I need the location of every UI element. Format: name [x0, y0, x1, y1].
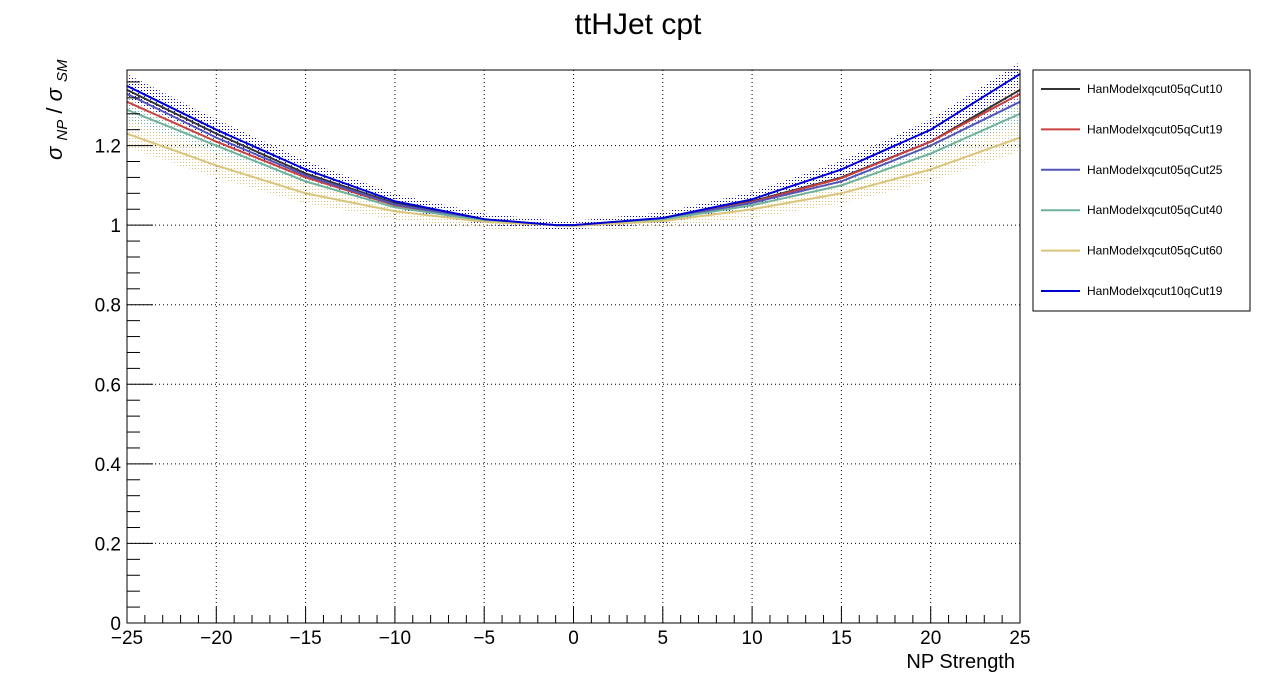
y-axis-slash: /: [42, 107, 67, 114]
axis-ticks: [126, 81, 1021, 624]
y-tick-label: 1: [110, 216, 121, 237]
y-axis-sub-2: SM: [54, 59, 71, 82]
x-tick-label: −15: [289, 628, 321, 649]
y-axis-title: σ NP / σ SM: [42, 59, 72, 160]
x-tick-label: 25: [1009, 628, 1030, 649]
series-line-HanModelxqcut05qCut19: [126, 92, 1021, 227]
legend-label: HanModelxqcut05qCut19: [1087, 122, 1223, 136]
y-axis-sym-2: σ: [42, 87, 67, 101]
x-tick-label: 15: [831, 628, 852, 649]
y-tick-labels: 0 0.2 0.4 0.6 0.8 1 1.2: [95, 137, 122, 635]
series-lines: [126, 73, 1021, 227]
legend-label: HanModelxqcut05qCut40: [1087, 203, 1223, 217]
grid: [127, 70, 1020, 623]
x-tick-label: 0: [568, 628, 579, 649]
legend-box: [1032, 69, 1251, 312]
y-tick-label: 0.6: [95, 375, 121, 396]
chart-title: ttHJet cpt: [575, 8, 702, 41]
y-axis-sym-1: σ: [42, 146, 67, 160]
x-axis-title: NP Strength: [906, 651, 1015, 673]
legend-label: HanModelxqcut05qCut10: [1087, 82, 1223, 96]
x-tick-label: −10: [379, 628, 411, 649]
legend-label: HanModelxqcut05qCut60: [1087, 244, 1223, 258]
legend-label: HanModelxqcut10qCut19: [1087, 284, 1223, 298]
legend-label: HanModelxqcut05qCut25: [1087, 163, 1223, 177]
x-tick-label: −5: [473, 628, 495, 649]
y-tick-label: 1.2: [95, 137, 121, 158]
x-tick-label: −20: [200, 628, 232, 649]
x-tick-label: 20: [920, 628, 941, 649]
x-tick-label: 10: [742, 628, 763, 649]
y-tick-label: 0.8: [95, 296, 121, 317]
error-band-HanModelxqcut10qCut19: [127, 62, 1020, 230]
y-tick-label: 0.4: [95, 455, 122, 476]
y-tick-label: 0.2: [95, 534, 121, 555]
y-tick-label: 0: [110, 614, 121, 635]
legend: HanModelxqcut05qCut10 HanModelxqcut05qCut…: [1032, 69, 1251, 312]
x-tick-labels: −25 −20 −15 −10 −5 0 5 10 15 20 25: [111, 628, 1031, 649]
svg-text:σ NP / σ: σ NP / σ SM: [42, 59, 72, 160]
x-tick-label: −25: [111, 628, 143, 649]
series-line-HanModelxqcut10qCut19: [126, 73, 1021, 227]
x-tick-label: 5: [658, 628, 669, 649]
y-axis-sub-1: NP: [54, 120, 71, 141]
